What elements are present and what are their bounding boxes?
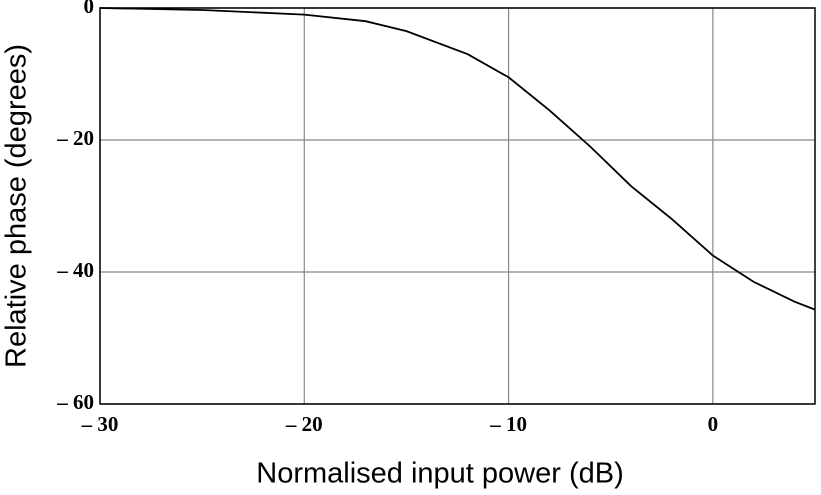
plot-frame [99,7,816,405]
y-axis-label: Relative phase (degrees) [1,44,33,368]
x-tick-label: – 10 [489,412,527,436]
x-tick-label: 0 [708,412,719,436]
y-tick-label: – 20 [56,126,94,150]
x-tick-label: – 30 [81,412,119,436]
y-tick-label: – 60 [56,390,94,414]
y-tick-label: – 40 [56,258,94,282]
data-line [99,7,816,311]
y-tick-label: 0 [84,0,95,18]
x-tick-label: – 20 [285,412,323,436]
x-axis-label: Normalised input power (dB) [256,458,623,490]
